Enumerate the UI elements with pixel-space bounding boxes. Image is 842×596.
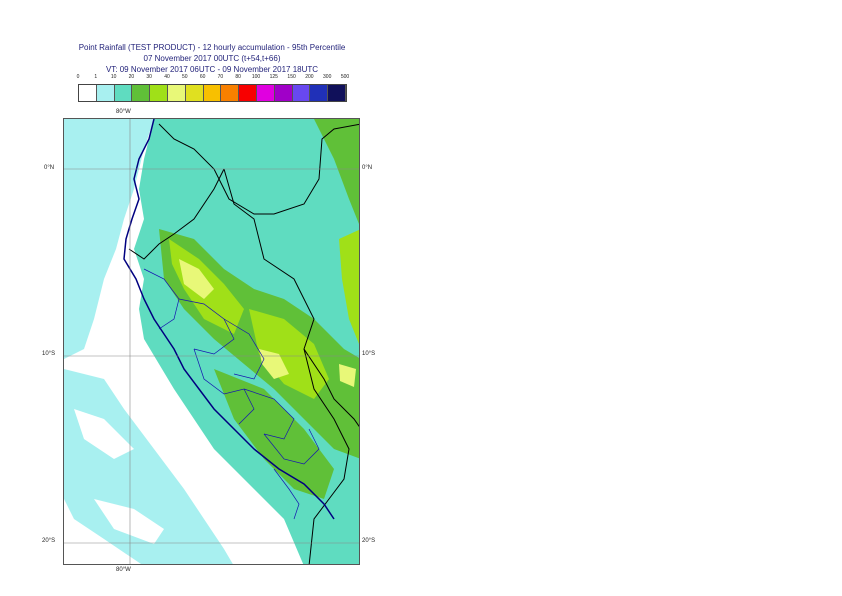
lat-label-10-right: 10°S bbox=[362, 351, 376, 357]
legend-tick-label: 125 bbox=[269, 74, 278, 80]
rain-band-yellow-2 bbox=[259, 349, 289, 379]
legend-tick-label: 20 bbox=[128, 74, 135, 80]
legend-tick-label: 60 bbox=[199, 74, 206, 80]
coastline bbox=[123, 119, 335, 520]
legend-swatch bbox=[167, 85, 186, 101]
legend-swatch bbox=[79, 85, 97, 101]
lat-label-20-left: 20°S bbox=[42, 538, 56, 544]
legend-color-bar bbox=[78, 84, 347, 102]
legend-tick-label: 100 bbox=[251, 74, 261, 80]
rain-band-yellow-3 bbox=[339, 364, 356, 387]
legend-tick-row: 0 1 10 20 30 40 50 60 70 80 100 125 150 200 300 500 bbox=[76, 74, 350, 84]
region-border-4 bbox=[193, 348, 255, 425]
legend-tick-label: 200 bbox=[305, 74, 314, 80]
rain-band-lime-3 bbox=[339, 229, 359, 344]
national-borders bbox=[128, 123, 359, 564]
region-border-5 bbox=[243, 388, 295, 440]
legend-tick-label: 50 bbox=[182, 74, 188, 80]
legend-tick-label: 10 bbox=[110, 74, 117, 80]
region-border-3 bbox=[223, 318, 265, 380]
legend-tick-label: 80 bbox=[235, 74, 241, 80]
color-legend: 0 1 10 20 30 40 50 60 70 80 100 125 150 200 300 500 bbox=[76, 74, 350, 104]
legend-tick-label: 300 bbox=[323, 74, 332, 80]
ocean-rain-band-north bbox=[64, 119, 154, 359]
legend-tick-label: 70 bbox=[217, 74, 224, 80]
lat-label-0-left: 0°N bbox=[44, 165, 55, 171]
legend-swatch bbox=[274, 85, 293, 101]
rain-band-green-1 bbox=[314, 119, 359, 224]
legend-tick-label: 40 bbox=[164, 74, 170, 80]
title-line-2: 07 November 2017 00UTC (t+54,t+66) bbox=[143, 54, 281, 63]
border-ecuador-peru bbox=[128, 168, 225, 260]
legend-swatch bbox=[239, 85, 257, 101]
region-border-2 bbox=[178, 298, 235, 355]
legend-swatch bbox=[203, 85, 222, 101]
legend-swatch bbox=[256, 85, 275, 101]
legend-swatch bbox=[150, 85, 168, 101]
ocean-rain-band-south-3 bbox=[94, 499, 164, 544]
legend-tick-label: 30 bbox=[146, 74, 152, 80]
map-canvas bbox=[64, 119, 359, 564]
legend-swatch bbox=[96, 85, 115, 101]
graticule bbox=[64, 119, 359, 564]
ocean-rain-band-south-2 bbox=[74, 409, 134, 459]
region-border-6 bbox=[263, 428, 320, 465]
regional-borders bbox=[143, 268, 320, 520]
border-colombia-ecuador bbox=[158, 123, 359, 215]
legend-swatch bbox=[132, 85, 151, 101]
rainfall-map bbox=[63, 118, 360, 565]
lat-label-0-right: 0°N bbox=[362, 165, 373, 171]
rain-band-lime-2 bbox=[249, 309, 329, 399]
legend-swatch bbox=[221, 85, 240, 101]
border-peru-bolivia bbox=[303, 348, 350, 564]
border-peru-brazil bbox=[223, 168, 359, 428]
title-line-3: VT: 09 November 2017 06UTC - 09 November… bbox=[105, 65, 319, 74]
legend-tick-label: 150 bbox=[287, 74, 296, 80]
lat-label-10-left: 10°S bbox=[42, 351, 56, 357]
legend-swatch bbox=[292, 85, 311, 101]
legend-tick-label: 1 bbox=[94, 74, 98, 80]
legend-swatch bbox=[185, 85, 204, 101]
rain-band-green-3 bbox=[214, 369, 334, 499]
chart-title: Point Rainfall (TEST PRODUCT) - 12 hourl… bbox=[0, 42, 424, 75]
region-border-7 bbox=[273, 468, 300, 520]
lat-label-20-right: 20°S bbox=[362, 538, 376, 544]
rain-band-yellow-1 bbox=[179, 259, 214, 299]
legend-swatch bbox=[328, 85, 346, 101]
legend-swatch bbox=[310, 85, 329, 101]
title-line-1: Point Rainfall (TEST PRODUCT) - 12 hourl… bbox=[78, 43, 346, 52]
lon-label-top: 80°W bbox=[116, 109, 131, 115]
legend-tick-label: 500 bbox=[340, 74, 350, 80]
legend-swatch bbox=[114, 85, 133, 101]
legend-tick-label: 0 bbox=[76, 74, 80, 80]
lon-label-bottom: 80°W bbox=[116, 567, 131, 573]
